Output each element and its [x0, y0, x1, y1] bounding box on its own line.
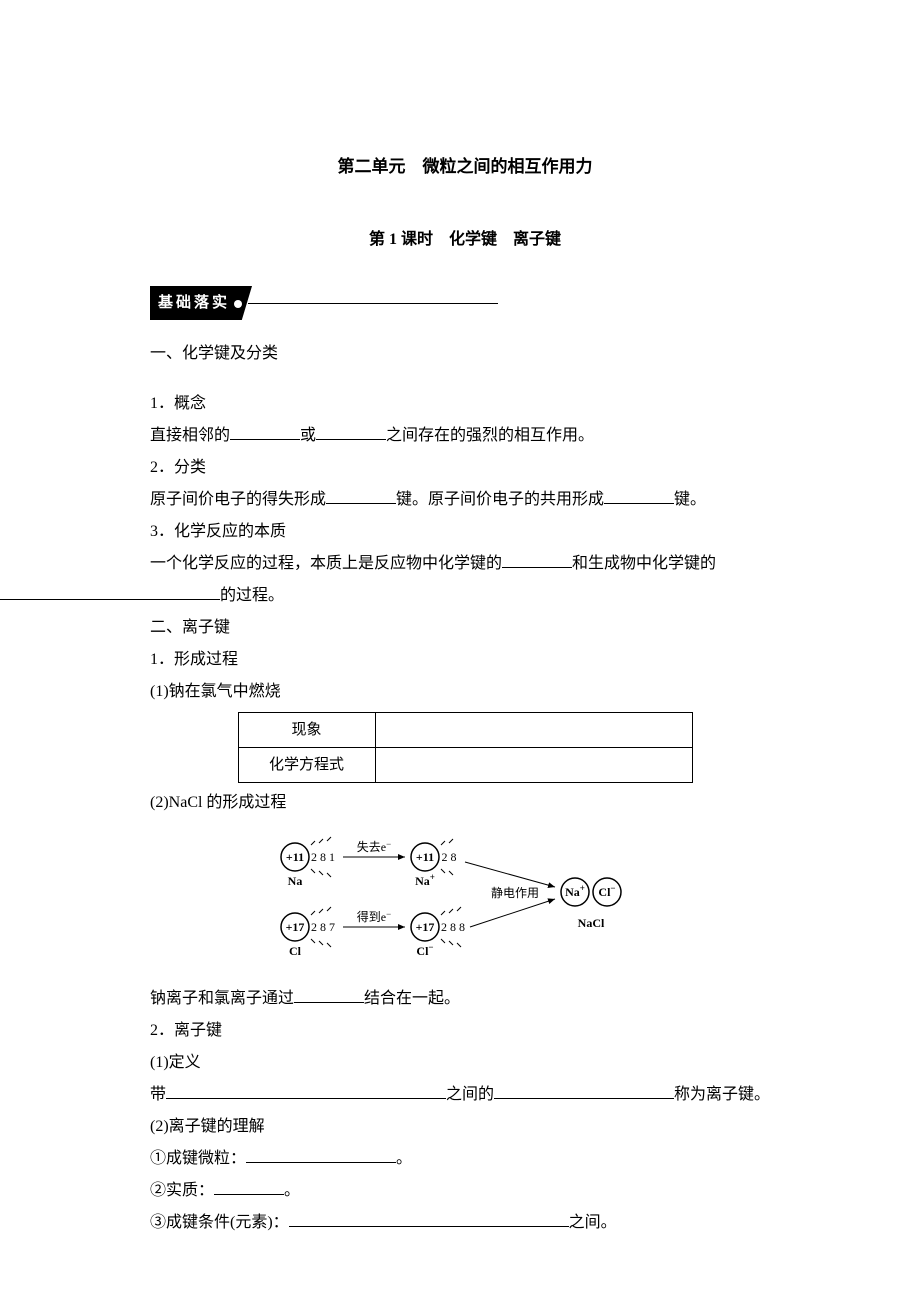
text: 之间。	[569, 1214, 617, 1231]
text: ②实质：	[150, 1182, 214, 1199]
cell-label: 现象	[238, 713, 375, 748]
def-line: 带 之间的 称为离子键。	[150, 1079, 780, 1111]
svg-text:NaCl: NaCl	[578, 916, 605, 930]
u1-line: ①成键微粒： 。	[150, 1143, 780, 1175]
text: 。	[396, 1150, 412, 1167]
blank	[230, 423, 300, 440]
u3-line: ③成键条件(元素)： 之间。	[150, 1207, 780, 1239]
svg-text:失去e−: 失去e−	[357, 839, 391, 854]
item-form: 1．形成过程	[150, 644, 780, 676]
table-row: 现象	[238, 713, 692, 748]
text: 键。	[674, 491, 706, 508]
blank	[294, 986, 364, 1003]
cell-value	[375, 713, 692, 748]
gainian-line: 直接相邻的 或 之间存在的强烈的相互作用。	[150, 420, 780, 452]
svg-text:2 8 8: 2 8 8	[441, 920, 465, 934]
blank	[316, 423, 386, 440]
section-badge-row: 基础落实	[150, 286, 780, 320]
form-2: (2)NaCl 的形成过程	[150, 787, 780, 819]
section-badge-text: 基础落实	[158, 295, 230, 311]
blank	[166, 1082, 446, 1099]
text: 和生成物中化学键的	[572, 555, 716, 572]
text: 之间的	[446, 1086, 494, 1103]
fenlei-line: 原子间价电子的得失形成 键。原子间价电子的共用形成 键。	[150, 484, 780, 516]
text: 。	[284, 1182, 300, 1199]
item-benzhi: 3．化学反应的本质	[150, 516, 780, 548]
heading-2: 二、离子键	[150, 612, 780, 644]
text: 结合在一起。	[364, 990, 460, 1007]
diagram-svg: +11 2 8 1 Na 失去e− +11 2 8 Na+ +17 2 8 7 …	[265, 827, 665, 967]
understand-label: (2)离子键的理解	[150, 1111, 780, 1143]
after-diagram-line: 钠离子和氯离子通过 结合在一起。	[150, 983, 780, 1015]
document-page: 第二单元 微粒之间的相互作用力 第 1 课时 化学键 离子键 基础落实 一、化学…	[0, 0, 920, 1299]
svg-text:2 8 7: 2 8 7	[311, 920, 335, 934]
blank	[246, 1146, 396, 1163]
lesson-title: 第 1 课时 化学键 离子键	[150, 224, 780, 256]
svg-text:+11: +11	[416, 850, 434, 864]
item-gainian: 1．概念	[150, 388, 780, 420]
u2-line: ②实质： 。	[150, 1175, 780, 1207]
blank	[289, 1210, 569, 1227]
text: 或	[300, 427, 316, 444]
text: 之间存在的强烈的相互作用。	[386, 427, 594, 444]
cell-value	[375, 748, 692, 783]
text: ③成键条件(元素)：	[150, 1214, 289, 1231]
svg-text:2 8 1: 2 8 1	[311, 850, 335, 864]
unit-title: 第二单元 微粒之间的相互作用力	[150, 150, 780, 184]
text: 直接相邻的	[150, 427, 230, 444]
section-line	[248, 303, 498, 304]
blank	[326, 487, 396, 504]
blank	[0, 583, 220, 600]
svg-text:+17: +17	[286, 920, 305, 934]
text: 称为离子键。	[674, 1086, 770, 1103]
blank	[214, 1178, 284, 1195]
nacl-diagram: +11 2 8 1 Na 失去e− +11 2 8 Na+ +17 2 8 7 …	[150, 827, 780, 979]
text: 钠离子和氯离子通过	[150, 990, 294, 1007]
svg-text:静电作用: 静电作用	[491, 886, 539, 900]
text: 键。原子间价电子的共用形成	[396, 491, 604, 508]
benzhi-line2: 的过程。	[150, 580, 780, 612]
form-1: (1)钠在氯气中燃烧	[150, 676, 780, 708]
text: 原子间价电子的得失形成	[150, 491, 326, 508]
item-fenlei: 2．分类	[150, 452, 780, 484]
svg-text:+17: +17	[416, 920, 435, 934]
svg-text:Na: Na	[288, 874, 303, 888]
svg-text:Na+: Na+	[415, 872, 435, 888]
benzhi-line: 一个化学反应的过程，本质上是反应物中化学键的 和生成物中化学键的	[150, 548, 780, 580]
text: 带	[150, 1086, 166, 1103]
item-ionbond: 2．离子键	[150, 1015, 780, 1047]
blank	[502, 551, 572, 568]
blank	[604, 487, 674, 504]
text: ①成键微粒：	[150, 1150, 246, 1167]
svg-text:得到e−: 得到e−	[357, 909, 391, 924]
section-badge: 基础落实	[150, 286, 252, 320]
cell-label: 化学方程式	[238, 748, 375, 783]
svg-text:Cl: Cl	[289, 944, 302, 958]
svg-text:+11: +11	[286, 850, 304, 864]
svg-text:Cl−: Cl−	[416, 942, 433, 958]
svg-text:2 8: 2 8	[442, 850, 457, 864]
text: 的过程。	[220, 587, 284, 604]
table-row: 化学方程式	[238, 748, 692, 783]
def-label: (1)定义	[150, 1047, 780, 1079]
text: 一个化学反应的过程，本质上是反应物中化学键的	[150, 555, 502, 572]
dot-icon	[234, 300, 242, 308]
phenomenon-table: 现象 化学方程式	[238, 712, 693, 783]
heading-1: 一、化学键及分类	[150, 338, 780, 370]
blank	[494, 1082, 674, 1099]
